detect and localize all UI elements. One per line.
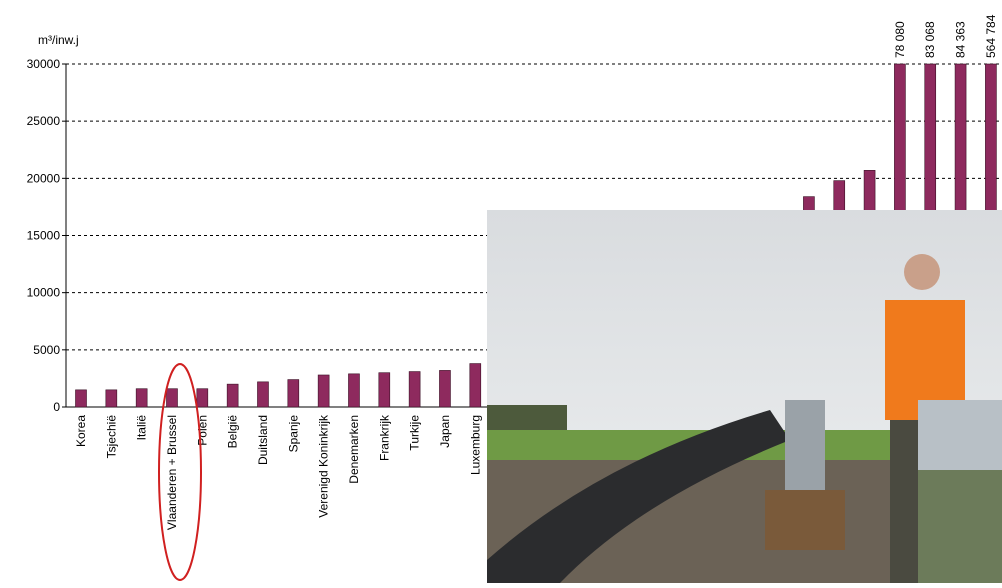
x-tick-label: België <box>226 415 240 449</box>
bar <box>166 388 178 408</box>
value-label: 78 080 <box>893 21 907 58</box>
x-tick-label: Italië <box>135 415 149 441</box>
photo <box>487 210 1002 583</box>
value-label: 83 068 <box>923 21 937 58</box>
y-tick-label: 25000 <box>27 114 61 128</box>
bar <box>469 363 482 408</box>
photo-valve <box>765 490 845 550</box>
bar <box>348 373 360 408</box>
x-tick-label: Spanje <box>286 415 300 453</box>
y-tick-label: 30000 <box>27 57 61 71</box>
bar <box>317 374 330 408</box>
y-tick-label: 20000 <box>27 171 61 185</box>
photo-head <box>904 254 940 290</box>
y-tick-label: 0 <box>53 400 60 414</box>
y-tick-label: 10000 <box>27 286 61 300</box>
x-tick-label: Denemarken <box>347 415 361 484</box>
inset-landscape <box>918 470 1002 583</box>
x-tick-label: Turkije <box>408 415 422 451</box>
bar <box>75 389 87 408</box>
photo-hose <box>487 410 790 583</box>
bar <box>196 388 209 408</box>
highlight-ellipse <box>158 363 202 581</box>
bar <box>378 372 391 408</box>
photo-pipe <box>785 400 825 490</box>
bar <box>226 383 239 408</box>
y-axis-label: m³/inw.j <box>38 33 79 47</box>
y-tick-label: 15000 <box>27 229 61 243</box>
x-tick-label: Japan <box>438 415 452 448</box>
bar <box>105 389 118 408</box>
x-tick-label: Duitsland <box>256 415 270 465</box>
value-label: 84 363 <box>954 21 968 58</box>
x-tick-label: Korea <box>74 415 88 447</box>
x-tick-label: Tsjechië <box>104 415 118 459</box>
value-label: 564 784 <box>984 14 998 58</box>
bar <box>408 371 421 408</box>
x-tick-label: Verenigd Koninkrijk <box>317 414 331 518</box>
x-tick-label: Luxemburg <box>468 415 482 475</box>
x-tick-label: Vlaanderen + Brussel <box>165 415 179 530</box>
bar <box>439 370 451 408</box>
bar <box>135 388 148 408</box>
y-tick-label: 5000 <box>33 343 60 357</box>
x-tick-label: Frankrijk <box>377 414 391 461</box>
bar <box>257 381 269 408</box>
bar <box>287 379 300 408</box>
